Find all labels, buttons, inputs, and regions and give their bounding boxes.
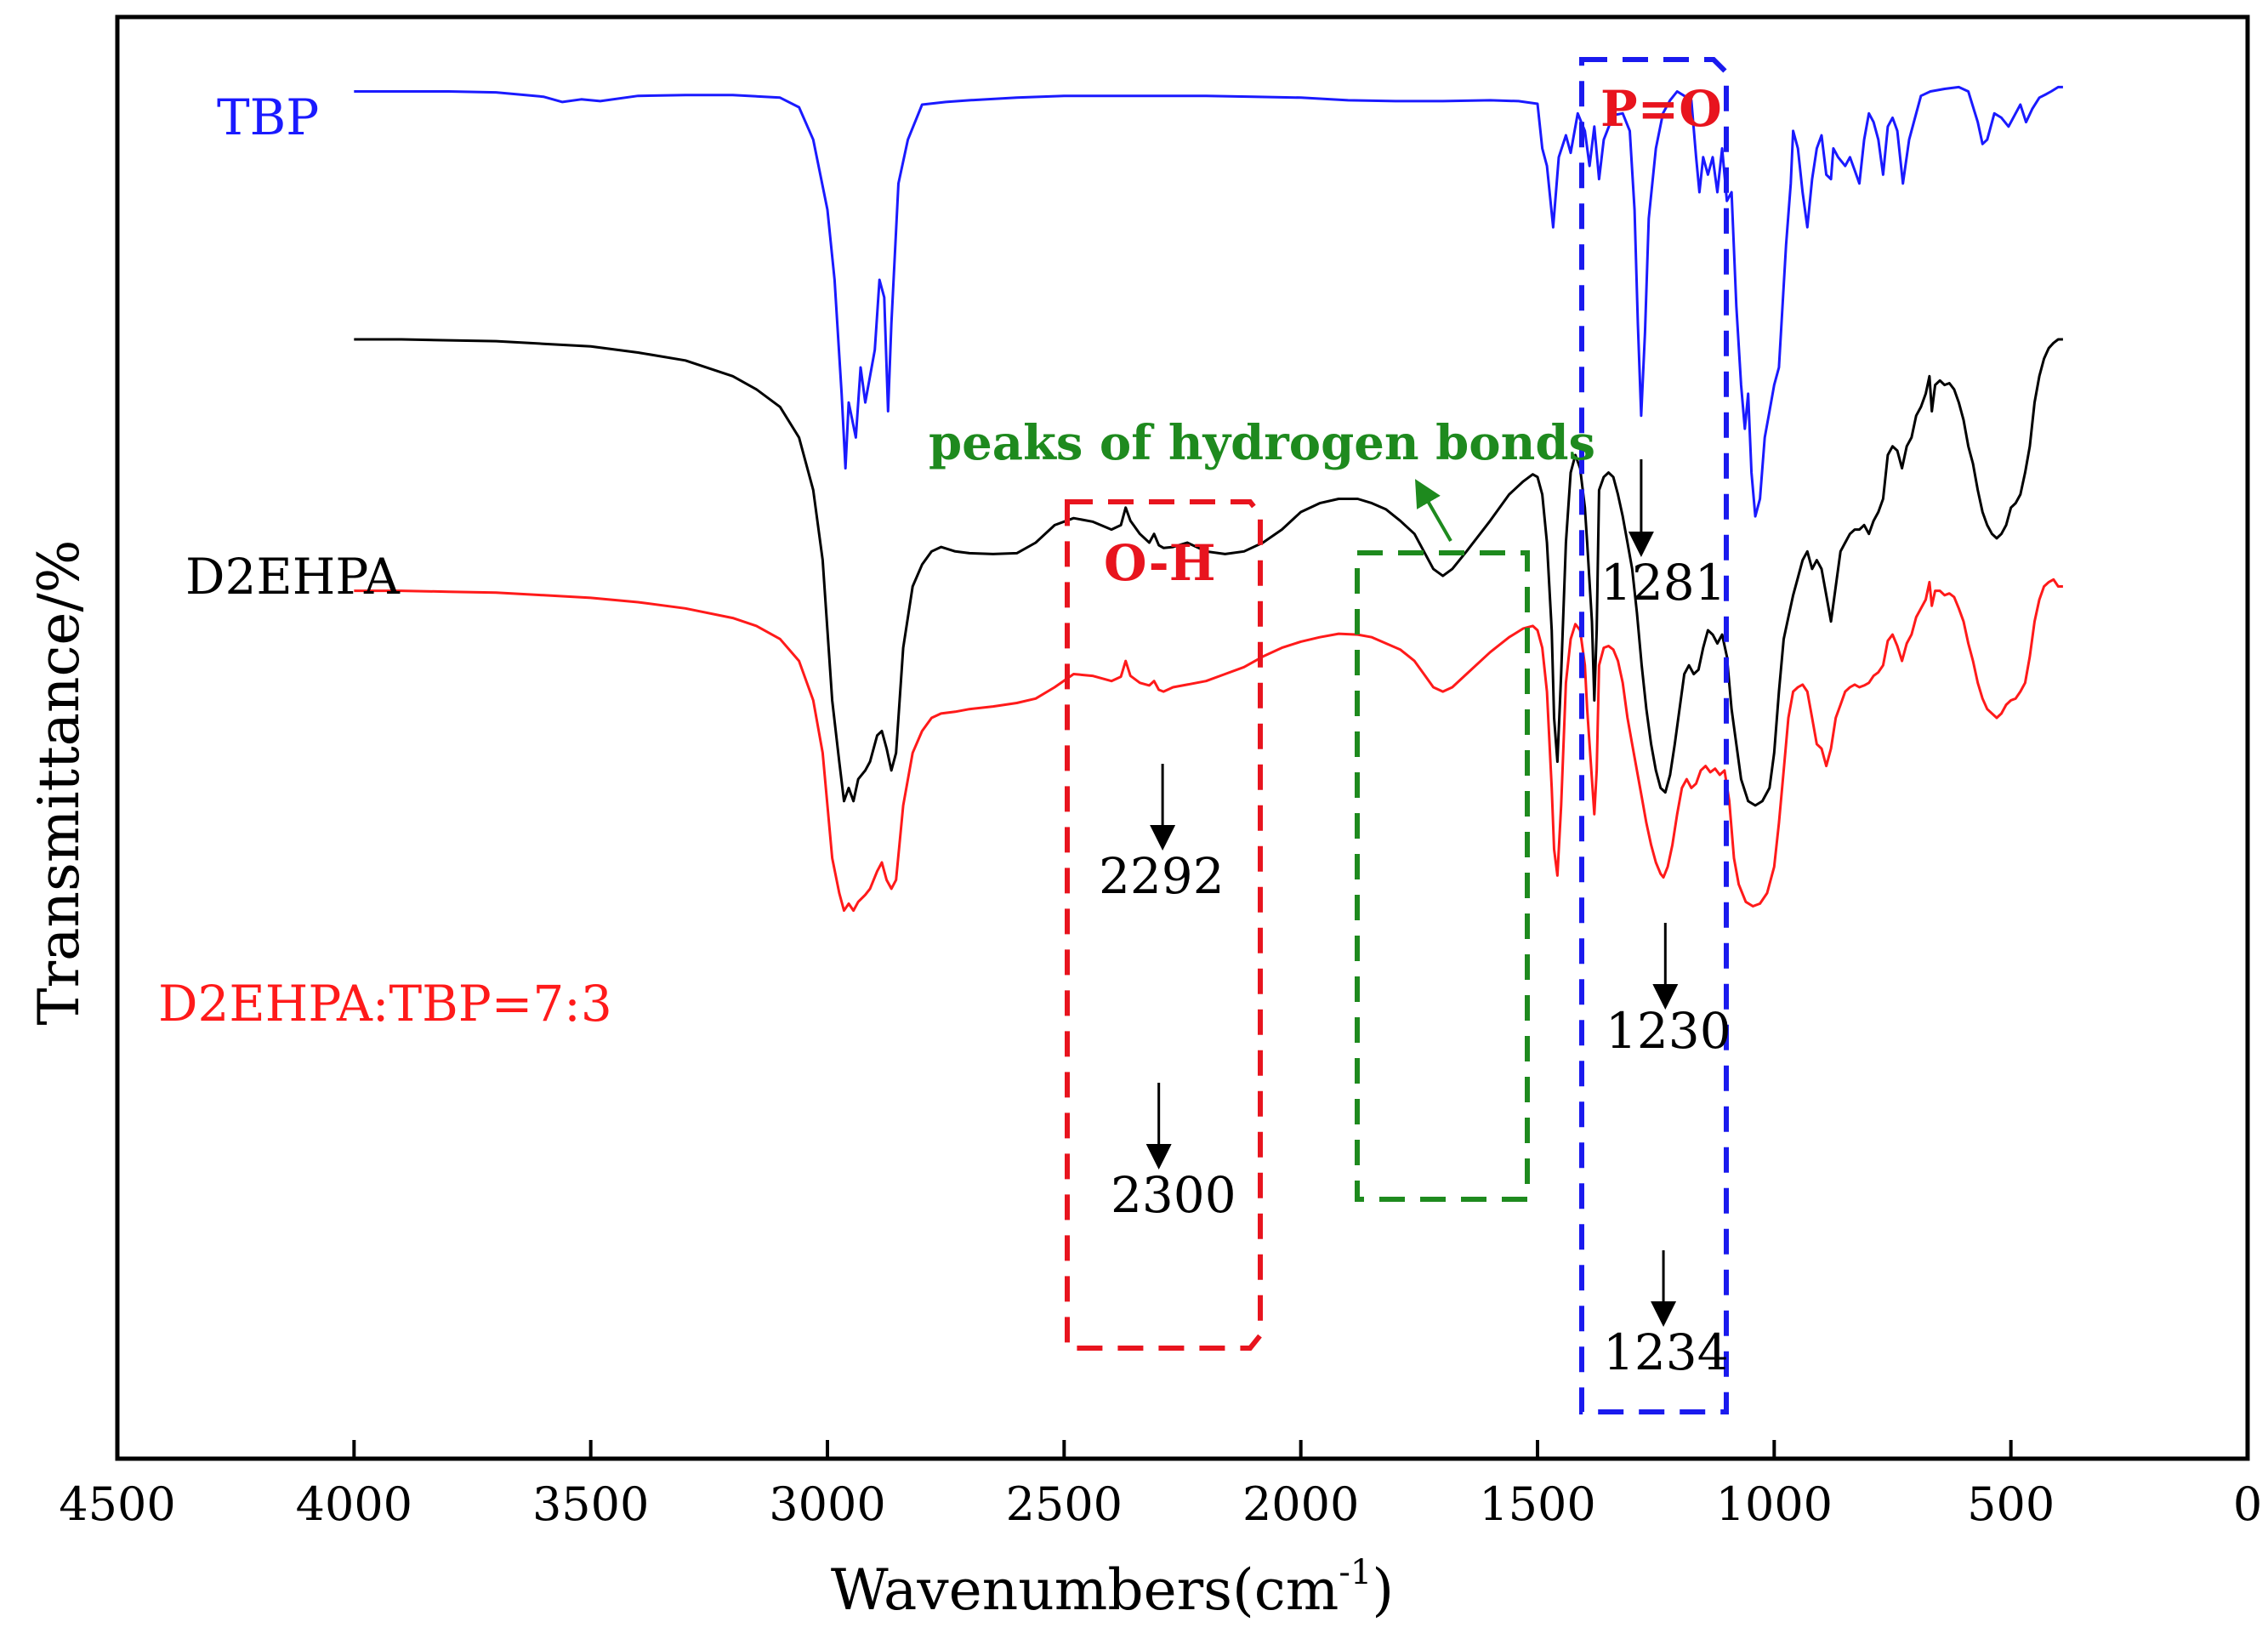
x-tick-label: 4000 <box>296 1477 412 1531</box>
x-tick-label: 3000 <box>769 1477 885 1531</box>
x-tick-label: 1500 <box>1479 1477 1595 1531</box>
peak-arrows <box>1145 459 1679 1327</box>
hbond-label: peaks of hydrogen bonds <box>929 415 1595 471</box>
x-tick-label: 3500 <box>532 1477 649 1531</box>
series-line-tbp <box>354 85 2063 518</box>
x-tick-label: 2500 <box>1006 1477 1123 1531</box>
peak-label-2300: 2300 <box>1111 1166 1236 1224</box>
peak-label-1281: 1281 <box>1600 554 1726 612</box>
po-region-label: P=O <box>1600 80 1722 138</box>
series-line-mix <box>354 578 2063 913</box>
oh-region-label: O-H <box>1104 534 1216 592</box>
hbond-region-box <box>1355 550 1530 1202</box>
peak-label-1230: 1230 <box>1606 1002 1731 1060</box>
x-tick-label: 1000 <box>1716 1477 1833 1531</box>
plot-frame <box>115 14 2250 1461</box>
hbond-arrow <box>1415 479 1452 542</box>
x-axis-ticks: 4500 4000 3500 3000 2500 2000 1500 1000 500 0 <box>59 1440 2262 1531</box>
x-tick-label: 4500 <box>59 1477 175 1531</box>
y-axis-title: Transmittance/% <box>26 540 92 1026</box>
series-group <box>354 85 2063 913</box>
peak-label-1234: 1234 <box>1603 1323 1729 1381</box>
po-region-box <box>1579 57 1729 1414</box>
x-tick-label: 2000 <box>1242 1477 1359 1531</box>
series-label-tbp: TBP <box>217 88 319 146</box>
x-tick-label: 500 <box>1967 1477 2055 1531</box>
series-label-d2ehpa: D2EHPA <box>185 548 401 606</box>
x-axis-title: Wavenumbers(cm-1) <box>831 1553 1394 1623</box>
peak-label-2292: 2292 <box>1099 847 1225 905</box>
series-label-mix: D2EHPA:TBP=7:3 <box>158 975 612 1033</box>
x-tick-label: 0 <box>2233 1477 2262 1531</box>
series-line-d2ehpa <box>354 338 2063 807</box>
oh-region-box <box>1065 499 1263 1351</box>
